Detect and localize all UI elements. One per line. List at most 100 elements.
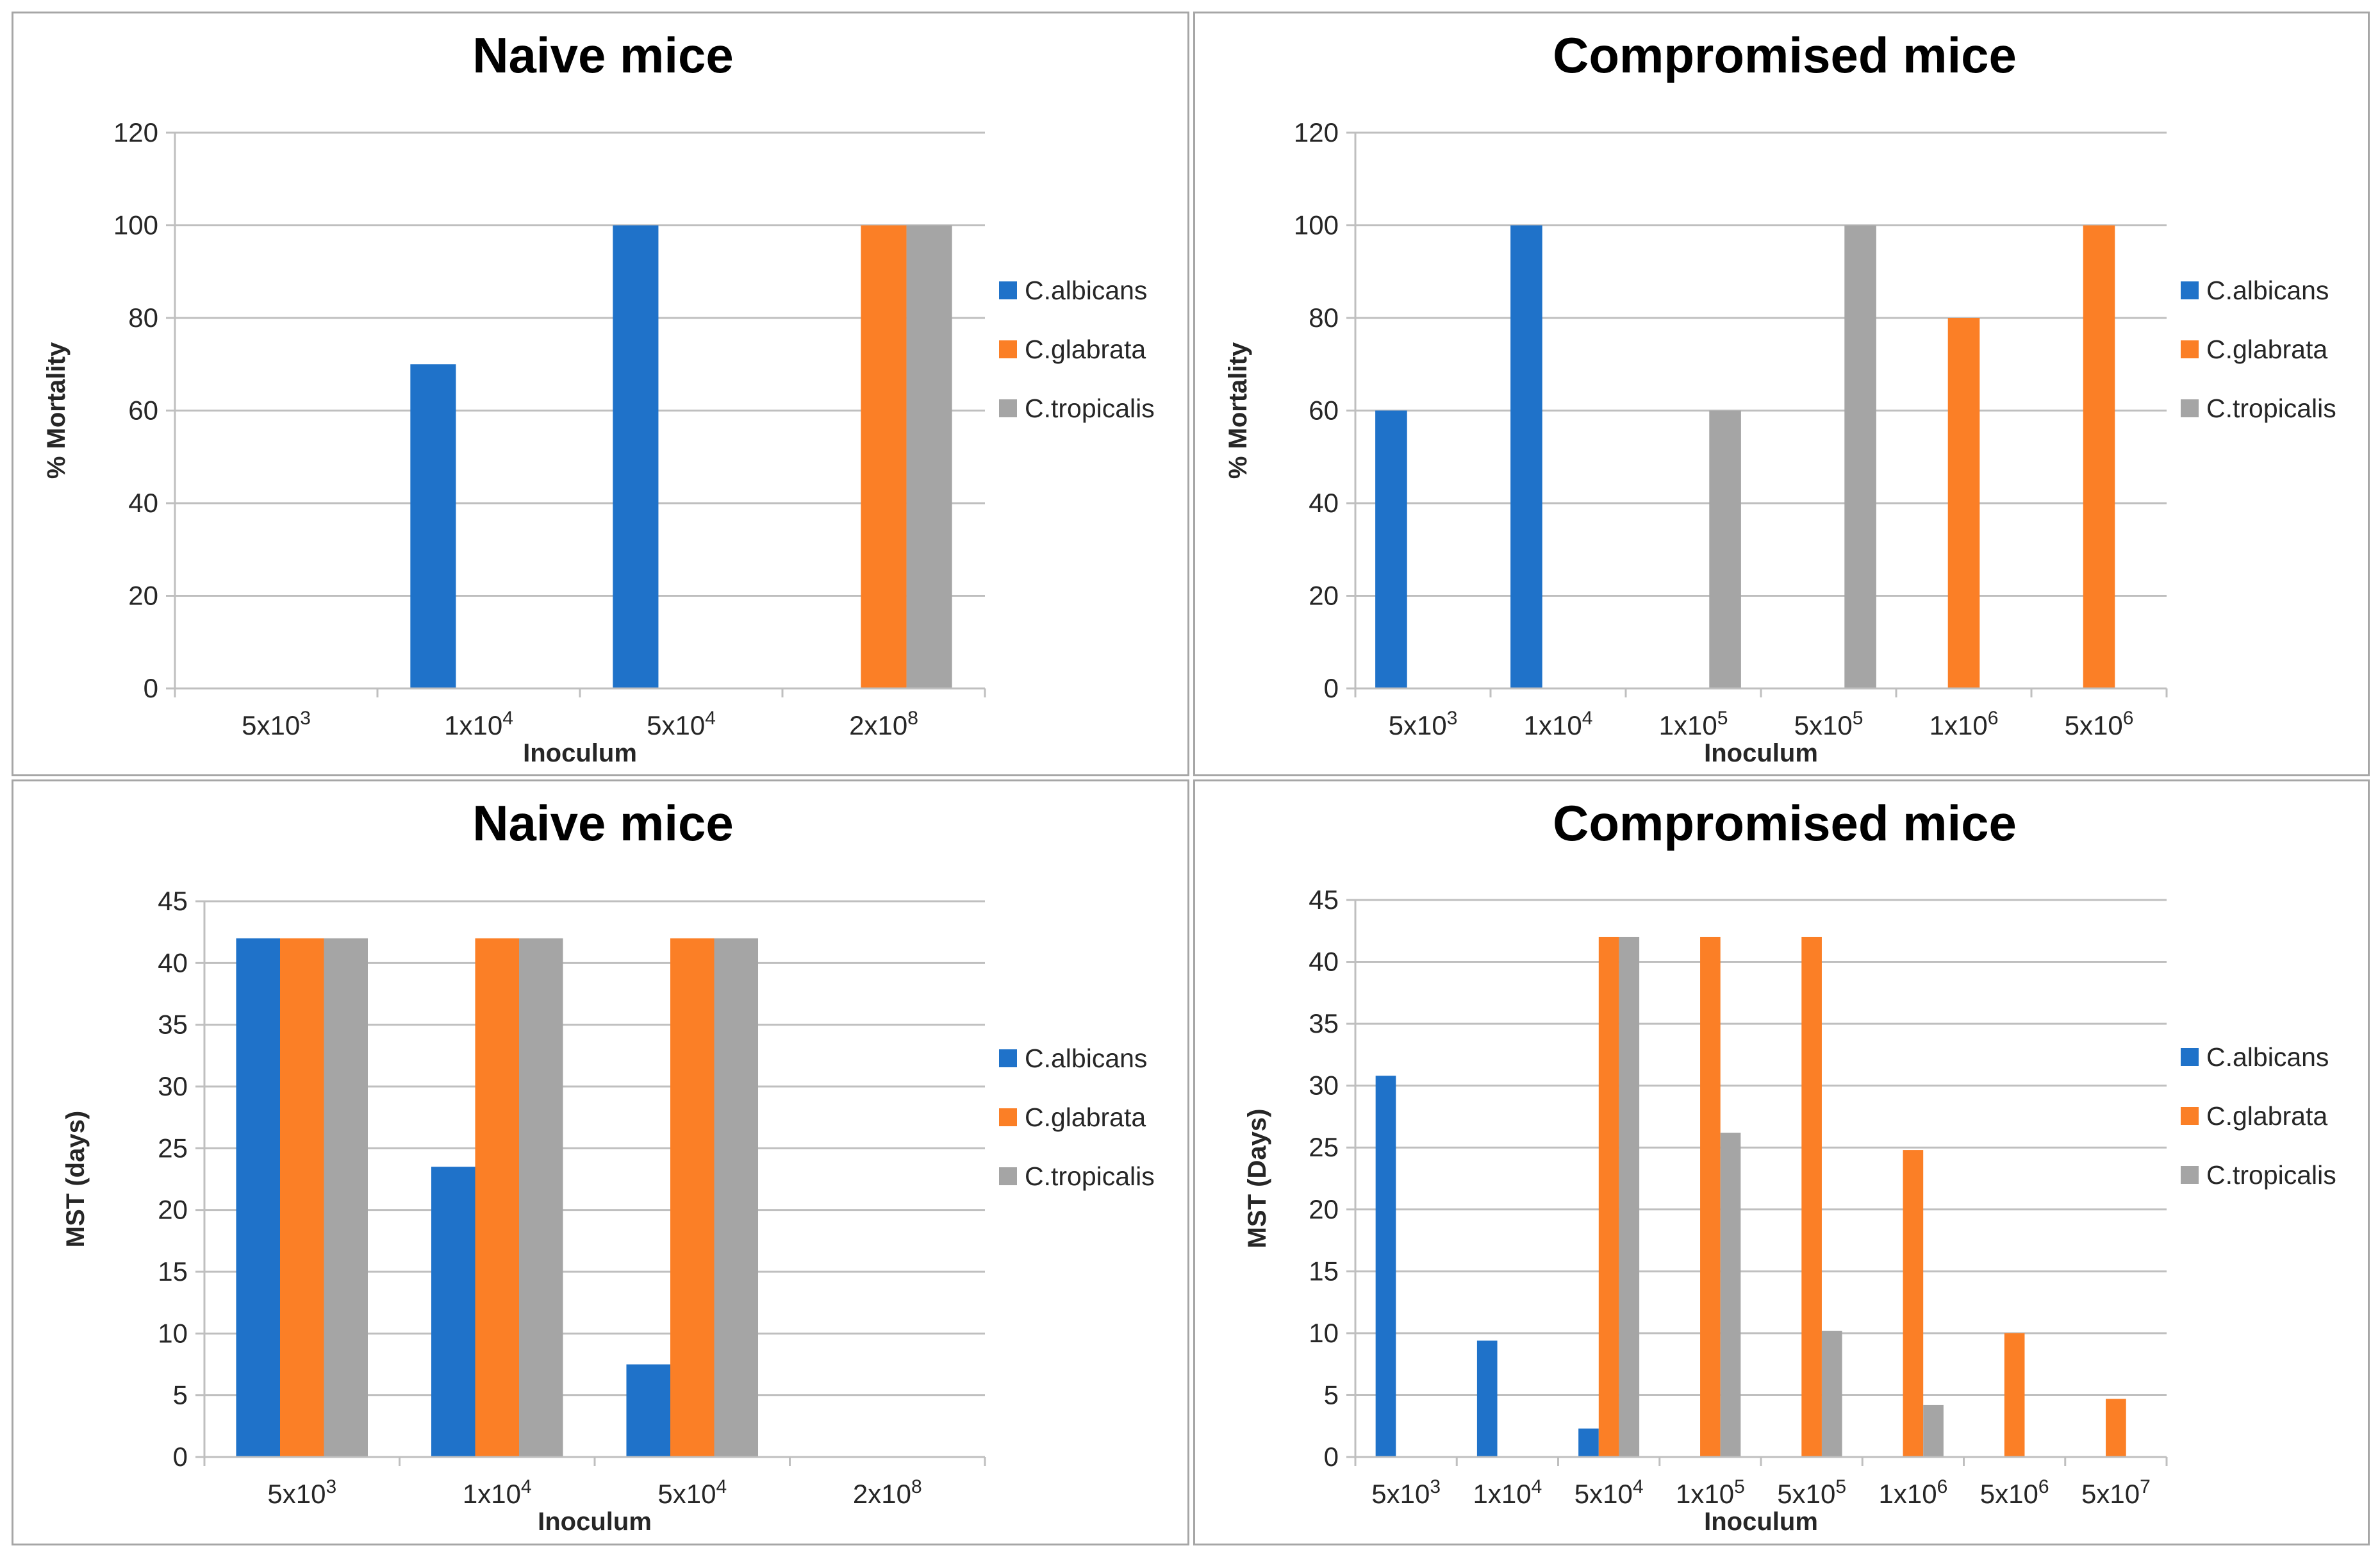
y-axis-label: MST (days) xyxy=(62,1111,90,1247)
legend-swatch-glabrata xyxy=(999,340,1017,358)
bar-tropicalis xyxy=(519,938,563,1457)
legend-swatch-glabrata xyxy=(2181,340,2199,358)
bar-glabrata xyxy=(279,938,324,1457)
x-tick-label: 5x103 xyxy=(267,1476,336,1509)
x-tick-label: 1x104 xyxy=(1524,708,1593,740)
x-tick-label: 5x105 xyxy=(1777,1476,1846,1509)
legend-swatch-albicans xyxy=(2181,1048,2199,1066)
y-tick-label: 80 xyxy=(1309,303,1339,333)
y-tick-label: 40 xyxy=(128,488,158,518)
legend-swatch-glabrata xyxy=(2181,1107,2199,1125)
bar-tropicalis xyxy=(1709,410,1741,688)
x-tick-label: 1x106 xyxy=(1930,708,1999,740)
x-tick-label: 5x103 xyxy=(1389,708,1458,740)
bar-glabrata xyxy=(1903,1150,1924,1457)
bar-tropicalis xyxy=(906,225,952,688)
legend-swatch-albicans xyxy=(999,281,1017,299)
y-axis-label: % Mortality xyxy=(42,342,70,479)
chart-naive-mortality: Naive mice 0 20 40 60 80 100 120 5x103 1x104 5x104… xyxy=(42,27,1155,767)
y-tick-label: 30 xyxy=(158,1071,188,1101)
legend-swatch-tropicalis xyxy=(2181,1166,2199,1184)
legend-swatch-tropicalis xyxy=(999,399,1017,417)
legend-label-tropicalis: C.tropicalis xyxy=(2206,1160,2336,1190)
legend-swatch-glabrata xyxy=(999,1108,1017,1126)
x-tick-label: 5x106 xyxy=(1980,1476,2049,1509)
x-tick-label: 1x104 xyxy=(1473,1476,1542,1509)
y-tick-label: 100 xyxy=(113,210,158,240)
bar-glabrata xyxy=(1947,318,1980,688)
y-tick-label: 40 xyxy=(1309,488,1339,518)
legend-label-tropicalis: C.tropicalis xyxy=(1025,394,1155,423)
bar-tropicalis xyxy=(1844,225,1876,688)
y-tick-label: 20 xyxy=(128,581,158,611)
x-tick-label: 5x103 xyxy=(1371,1476,1441,1509)
x-tick-label: 1x105 xyxy=(1676,1476,1745,1509)
x-tick-label: 1x106 xyxy=(1878,1476,1947,1509)
x-axis-label: Inoculum xyxy=(523,739,637,767)
bar-albicans xyxy=(613,225,659,688)
bar-albicans xyxy=(1375,1076,1396,1457)
x-tick-label: 5x107 xyxy=(2081,1476,2151,1509)
y-axis-label: MST (Days) xyxy=(1243,1109,1271,1249)
bar-tropicalis xyxy=(1821,1331,1842,1457)
bar-glabrata xyxy=(475,938,520,1457)
y-tick-label: 20 xyxy=(1309,1194,1339,1224)
legend-label-glabrata: C.glabrata xyxy=(2206,1101,2327,1131)
y-tick-label: 30 xyxy=(1309,1070,1339,1101)
x-tick-label: 5x104 xyxy=(1574,1476,1644,1509)
x-tick-label: 1x104 xyxy=(444,708,513,740)
bar-glabrata xyxy=(2004,1333,2025,1457)
x-tick-label: 5x104 xyxy=(647,708,716,740)
chart-compromised-mortality: Compromised mice 0 20 40 60 80 100 120 5x103 1x10… xyxy=(1224,27,2336,767)
bar-albicans xyxy=(410,364,456,688)
x-tick-label: 5x106 xyxy=(2065,708,2134,740)
x-axis-label: Inoculum xyxy=(1704,1508,1818,1536)
y-tick-label: 100 xyxy=(1294,210,1339,240)
y-tick-label: 120 xyxy=(113,117,158,147)
y-tick-label: 0 xyxy=(1324,673,1339,703)
y-tick-label: 45 xyxy=(158,886,188,916)
y-tick-label: 60 xyxy=(1309,395,1339,426)
chart-compromised-mst: Compromised mice 0 5 10 15 20 25 30 35 40 45 5x103 1… xyxy=(1243,795,2336,1536)
bar-albicans xyxy=(1578,1428,1599,1457)
legend-label-albicans: C.albicans xyxy=(2206,1042,2329,1072)
bar-albicans xyxy=(1375,410,1407,688)
chart-panel-naive-mst: Naive mice 0 5 10 15 20 25 30 35 40 45 5x103 1x104 5x… xyxy=(12,779,1189,1545)
y-tick-label: 10 xyxy=(158,1318,188,1348)
legend-swatch-albicans xyxy=(2181,281,2199,299)
bar-glabrata xyxy=(1700,937,1721,1457)
bar-tropicalis xyxy=(1923,1404,1944,1457)
x-tick-label: 5x105 xyxy=(1794,708,1864,740)
y-tick-label: 15 xyxy=(158,1256,188,1286)
chart-title: Naive mice xyxy=(472,795,734,851)
legend-label-tropicalis: C.tropicalis xyxy=(1025,1162,1155,1191)
legend-label-glabrata: C.glabrata xyxy=(1025,1103,1146,1132)
bar-albicans xyxy=(1476,1340,1498,1457)
bar-albicans xyxy=(236,938,280,1457)
y-tick-label: 25 xyxy=(1309,1132,1339,1162)
y-tick-label: 15 xyxy=(1309,1256,1339,1286)
chart-panel-compromised-mortality: Compromised mice 0 20 40 60 80 100 120 5x103 1x10… xyxy=(1193,12,2370,776)
y-tick-label: 0 xyxy=(1324,1442,1339,1472)
y-tick-label: 20 xyxy=(158,1195,188,1225)
bar-glabrata xyxy=(1801,937,1822,1457)
x-tick-label: 2x108 xyxy=(849,708,918,740)
bar-glabrata xyxy=(2083,225,2115,688)
y-tick-label: 10 xyxy=(1309,1318,1339,1348)
chart-title: Compromised mice xyxy=(1553,795,2017,851)
bar-tropicalis xyxy=(1720,1133,1741,1457)
y-tick-label: 0 xyxy=(144,673,158,703)
y-tick-label: 25 xyxy=(158,1133,188,1163)
chart-title: Naive mice xyxy=(472,27,734,83)
x-tick-label: 1x105 xyxy=(1659,708,1728,740)
chart-naive-mst: Naive mice 0 5 10 15 20 25 30 35 40 45 5x103 1x104 5x… xyxy=(62,795,1155,1536)
x-axis-label: Inoculum xyxy=(538,1508,652,1536)
y-tick-label: 120 xyxy=(1294,117,1339,147)
bar-glabrata xyxy=(1598,937,1619,1457)
y-tick-label: 0 xyxy=(173,1442,188,1472)
legend-swatch-albicans xyxy=(999,1049,1017,1067)
y-tick-label: 35 xyxy=(1309,1008,1339,1038)
bar-albicans xyxy=(431,1167,475,1457)
bar-glabrata xyxy=(2106,1399,2126,1457)
x-tick-label: 2x108 xyxy=(853,1476,922,1509)
